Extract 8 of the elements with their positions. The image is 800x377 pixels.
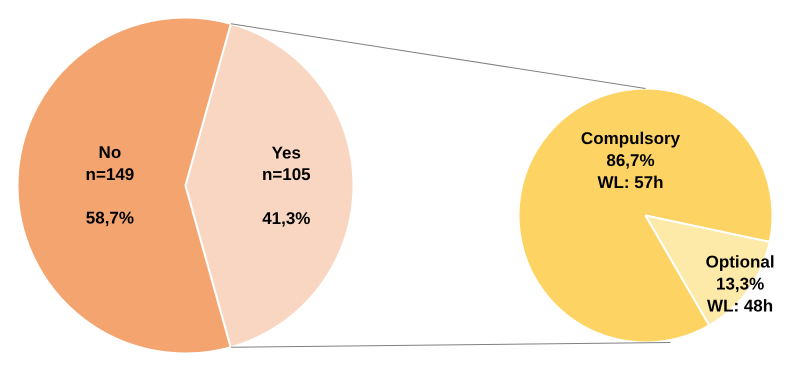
slice-label: No bbox=[98, 143, 122, 162]
text: n=105 41,3% bbox=[262, 165, 311, 228]
slice-label: Yes bbox=[272, 143, 301, 162]
data-label: 86,7% WL: 57h bbox=[597, 151, 664, 192]
data-label: 13,3% WL: 48h bbox=[707, 274, 774, 316]
slice-label: Compulsory bbox=[580, 129, 681, 148]
slice-label: Optional bbox=[706, 252, 775, 272]
text: n=149 58,7% bbox=[86, 165, 134, 228]
